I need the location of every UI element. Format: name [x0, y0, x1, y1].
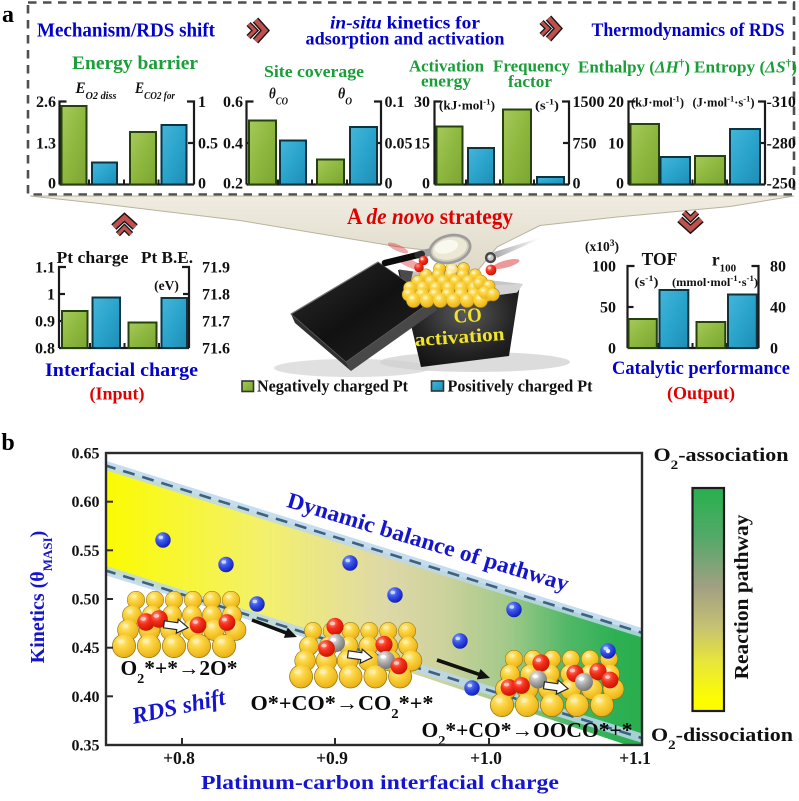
svg-text:Pt B.E.: Pt B.E.: [141, 248, 193, 267]
svg-text:Interfacial charge: Interfacial charge: [45, 360, 198, 381]
svg-text:1.1: 1.1: [35, 260, 55, 277]
svg-text:O2*+*→2O*: O2*+*→2O*: [121, 656, 238, 687]
svg-text:Site coverage: Site coverage: [264, 62, 364, 81]
svg-text:0.5: 0.5: [198, 136, 218, 153]
svg-text:(Output): (Output): [667, 383, 735, 404]
svg-text:0: 0: [573, 176, 581, 193]
svg-text:0: 0: [385, 176, 393, 193]
svg-text:Positively charged Pt: Positively charged Pt: [448, 377, 593, 396]
svg-text:15: 15: [414, 136, 430, 153]
svg-text:0.8: 0.8: [35, 341, 55, 358]
svg-text:ECO2 for: ECO2 for: [134, 80, 176, 102]
svg-text:-280: -280: [767, 136, 796, 153]
svg-text:Entropy (ΔS†): Entropy (ΔS†): [694, 58, 797, 77]
svg-text:71.6: 71.6: [202, 341, 230, 358]
svg-text:Energy barrier: Energy barrier: [72, 54, 198, 74]
svg-text:TOF: TOF: [642, 249, 678, 269]
svg-text:(s-1): (s -1): [635, 273, 659, 289]
svg-text:+0.9: +0.9: [316, 748, 348, 768]
svg-text:Negatively charged Pt: Negatively charged Pt: [257, 377, 408, 396]
svg-text:-250: -250: [767, 176, 796, 193]
svg-text:(x103): (x103): [585, 239, 619, 254]
svg-text:Pt charge: Pt charge: [57, 248, 129, 267]
svg-text:40: 40: [770, 300, 786, 317]
svg-text:Reaction pathway: Reaction pathway: [732, 514, 753, 679]
svg-text:O2-association: O 2-association: [654, 445, 790, 472]
svg-text:Frequency: Frequency: [493, 57, 571, 76]
svg-text:0.1: 0.1: [385, 94, 405, 111]
svg-text:O2-dissociation: O 2-dissociation: [651, 725, 793, 752]
svg-text:(eV): (eV): [154, 278, 179, 293]
svg-text:Platinum-carbon interfacial ch: Platinum-carbon interfacial charge: [201, 772, 559, 794]
svg-text:0: 0: [608, 341, 616, 358]
svg-text:(J·mol-1·s-1): (J·mol-1·s-1): [693, 94, 755, 110]
svg-text:EO2 diss: EO2 diss: [75, 80, 117, 102]
svg-text:10: 10: [608, 136, 624, 153]
svg-text:0: 0: [198, 176, 206, 193]
svg-text:0: 0: [422, 176, 430, 193]
svg-text:0.50: 0.50: [72, 592, 100, 609]
svg-text:factor: factor: [508, 72, 552, 91]
svg-text:-310: -310: [767, 94, 796, 111]
svg-text:adsorption and activation: adsorption and activation: [306, 29, 505, 49]
svg-text:Mechanism/RDS shift: Mechanism/RDS shift: [37, 20, 215, 42]
svg-text:100: 100: [592, 259, 616, 276]
svg-text:0.45: 0.45: [72, 640, 100, 657]
svg-text:0.4: 0.4: [223, 136, 243, 153]
svg-text:30: 30: [414, 94, 430, 111]
svg-text:0.35: 0.35: [72, 738, 100, 755]
svg-text:(mmol·mol-1·s-1): (mmol·mol -1·s-1): [672, 273, 758, 289]
svg-text:0: 0: [770, 341, 778, 358]
svg-text:Kinetics (θMASI): Kinetics (θMASI): [27, 531, 55, 664]
svg-text:0.05: 0.05: [385, 136, 413, 153]
svg-text:+0.8: +0.8: [163, 748, 195, 768]
svg-text:80: 80: [770, 259, 786, 276]
svg-text:(kJ·mol-1): (kJ·mol-1): [631, 94, 684, 110]
svg-text:θO: θO: [338, 86, 352, 108]
svg-text:0: 0: [48, 176, 56, 193]
svg-text:in-situ kinetics for: in-situ kinetics for: [330, 13, 480, 33]
svg-text:71.8: 71.8: [202, 287, 230, 304]
svg-text:0.2: 0.2: [223, 176, 243, 193]
svg-text:0.60: 0.60: [72, 494, 100, 511]
svg-text:1: 1: [198, 94, 206, 111]
svg-text:Catalytic performance: Catalytic performance: [612, 358, 790, 379]
svg-text:(kJ·mol-1): (kJ·mol-1): [439, 97, 495, 113]
svg-text:0.40: 0.40: [72, 689, 100, 706]
svg-text:a: a: [2, 2, 14, 28]
svg-text:θCO: θCO: [269, 86, 288, 108]
svg-text:0.9: 0.9: [35, 314, 55, 331]
svg-text:750: 750: [573, 136, 597, 153]
svg-text:71.9: 71.9: [202, 260, 230, 277]
svg-text:2.6: 2.6: [36, 94, 56, 111]
svg-text:1500: 1500: [573, 94, 605, 111]
svg-text:A de novo strategy: A de novo strategy: [347, 204, 513, 229]
svg-text:(Input): (Input): [89, 384, 144, 405]
svg-text:1.3: 1.3: [36, 136, 56, 153]
svg-text:Activation: Activation: [409, 57, 484, 76]
svg-text:r100: r100: [712, 250, 737, 275]
svg-text:Thermodynamics of RDS: Thermodynamics of RDS: [592, 20, 785, 41]
svg-text:energy: energy: [421, 72, 472, 91]
svg-text:50: 50: [600, 300, 616, 317]
svg-text:+1.1: +1.1: [619, 748, 651, 768]
svg-text:0.65: 0.65: [72, 446, 100, 463]
svg-text:0.6: 0.6: [223, 94, 243, 111]
svg-text:71.7: 71.7: [202, 314, 230, 331]
svg-text:RDS shift: RDS shift: [129, 684, 229, 730]
svg-text:O*+CO*→CO2*+*: O*+CO*→CO 2*+*: [251, 691, 434, 722]
svg-text:0.55: 0.55: [72, 543, 100, 560]
svg-text:+1.0: +1.0: [470, 748, 502, 768]
svg-text:20: 20: [608, 94, 624, 111]
svg-text:b: b: [1, 430, 14, 456]
svg-text:Enthalpy (ΔH†): Enthalpy (ΔH†): [578, 58, 690, 77]
svg-text:CO: CO: [453, 304, 482, 327]
svg-text:1: 1: [47, 287, 55, 304]
svg-text:0: 0: [616, 176, 624, 193]
